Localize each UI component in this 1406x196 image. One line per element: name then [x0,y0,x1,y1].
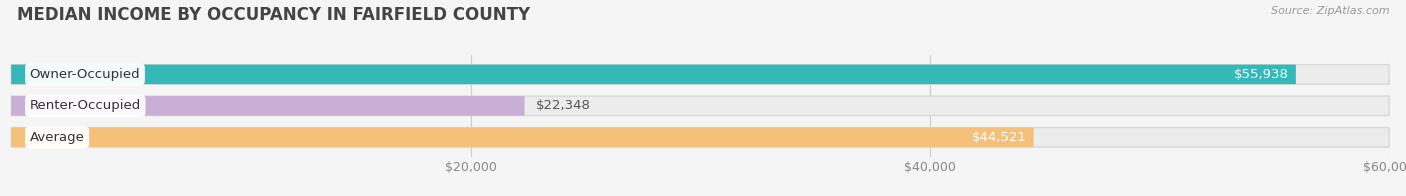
Text: Owner-Occupied: Owner-Occupied [30,68,141,81]
Text: MEDIAN INCOME BY OCCUPANCY IN FAIRFIELD COUNTY: MEDIAN INCOME BY OCCUPANCY IN FAIRFIELD … [17,6,530,24]
FancyBboxPatch shape [11,96,1389,116]
FancyBboxPatch shape [11,65,1389,84]
FancyBboxPatch shape [11,128,1033,147]
Text: Average: Average [30,131,84,144]
FancyBboxPatch shape [11,96,524,116]
FancyBboxPatch shape [11,65,1296,84]
Text: Renter-Occupied: Renter-Occupied [30,99,141,112]
FancyBboxPatch shape [11,128,1389,147]
Text: $22,348: $22,348 [536,99,591,112]
Text: $55,938: $55,938 [1234,68,1289,81]
Text: Source: ZipAtlas.com: Source: ZipAtlas.com [1271,6,1389,16]
Text: $44,521: $44,521 [972,131,1026,144]
